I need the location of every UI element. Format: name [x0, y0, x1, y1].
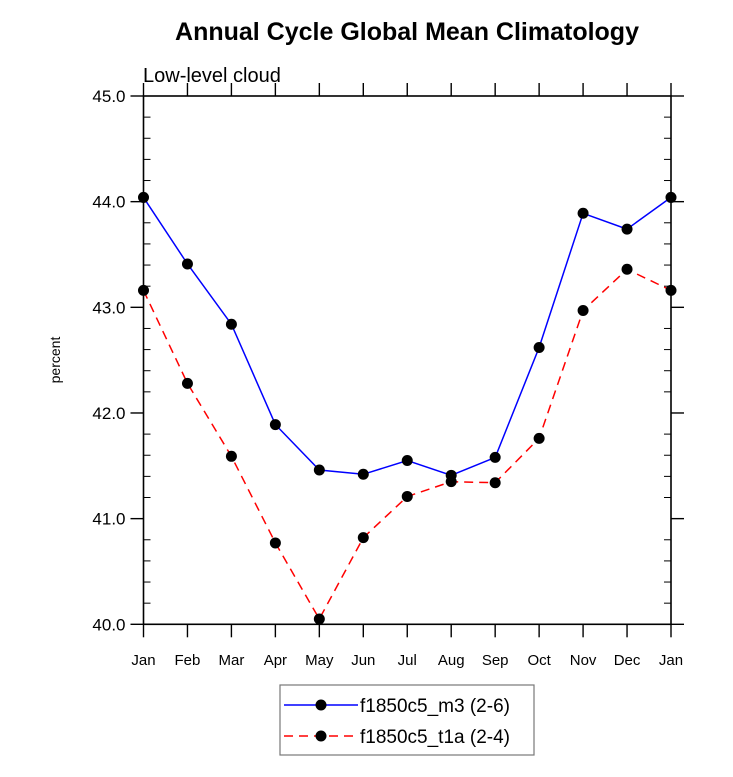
series-line [142, 268, 672, 621]
axes: 40.0 41.0 42.0 43.0 44.0 45.0 Jan Feb Mar Apr May J… [92, 83, 684, 669]
data-point [357, 468, 369, 480]
x-tick-label: Mar [218, 652, 244, 669]
data-point [138, 191, 149, 203]
data-point [138, 284, 149, 296]
x-tick-label: May [305, 652, 334, 669]
y-axis-label: percent [47, 337, 63, 384]
series-1 [138, 263, 677, 625]
chart-subtitle: Low-level cloud [143, 65, 281, 87]
legend-marker [315, 699, 327, 711]
data-point [665, 284, 677, 296]
series-line [142, 196, 672, 477]
data-point [577, 207, 589, 219]
data-point [621, 223, 633, 235]
data-point [665, 191, 677, 203]
legend-item: f1850c5_t1a (2-4) [284, 727, 510, 748]
y-tick-label: 44.0 [92, 193, 125, 212]
x-tick-label: Sep [482, 652, 509, 669]
legend-item: f1850c5_m3 (2-6) [284, 696, 510, 717]
y-tick-label: 41.0 [92, 510, 125, 529]
data-point [401, 455, 413, 467]
series-layer [138, 191, 677, 625]
data-point [489, 477, 501, 489]
data-point [269, 419, 281, 431]
legend-marker [315, 730, 327, 742]
legend-label: f1850c5_m3 (2-6) [360, 696, 510, 717]
data-point [313, 464, 325, 476]
data-point [313, 613, 325, 625]
data-point [225, 450, 237, 462]
x-tick-label: Oct [527, 652, 551, 669]
data-point [533, 341, 545, 353]
legend-box [279, 684, 535, 756]
y-tick-label: 40.0 [92, 615, 125, 634]
x-tick-label: Jun [351, 652, 375, 669]
data-point [269, 537, 281, 549]
x-tick-label: Jul [398, 652, 417, 669]
legend-label: f1850c5_t1a (2-4) [360, 727, 510, 748]
data-point [533, 432, 545, 444]
y-tick-label: 43.0 [92, 298, 125, 317]
data-point [357, 532, 369, 544]
data-point [621, 263, 633, 275]
x-tick-label: Dec [614, 652, 641, 669]
data-point [181, 258, 193, 270]
data-point [577, 304, 589, 316]
y-tick-label: 45.0 [92, 87, 125, 106]
chart-title: Annual Cycle Global Mean Climatology [175, 18, 639, 46]
x-tick-label: Feb [175, 652, 201, 669]
legend: f1850c5_m3 (2-6) f1850c5_t1a (2-4) [279, 684, 535, 756]
x-tick-label: Nov [570, 652, 597, 669]
x-tick-label: Apr [264, 652, 287, 669]
x-tick-label: Aug [438, 652, 465, 669]
plot-frame [142, 95, 672, 626]
data-point [225, 318, 237, 330]
data-point [445, 476, 457, 488]
x-tick-label: Jan [659, 652, 683, 669]
series-0 [138, 191, 677, 481]
x-tick-label: Jan [131, 652, 155, 669]
data-point [181, 377, 193, 389]
y-tick-label: 42.0 [92, 404, 125, 423]
data-point [401, 490, 413, 502]
data-point [489, 451, 501, 463]
